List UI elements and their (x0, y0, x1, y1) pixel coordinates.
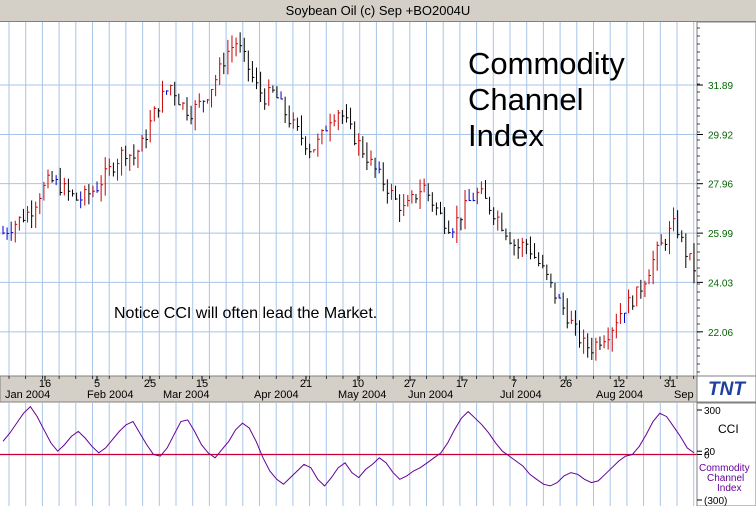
logo-text: TNT (708, 379, 746, 400)
x-day-label: 27 (404, 378, 416, 390)
price-grid (0, 22, 697, 376)
x-day-label: 7 (511, 378, 517, 390)
x-day-label: 25 (144, 378, 156, 390)
annotation-title-line-2: Channel (468, 82, 583, 117)
cci-ytick-label: (300) (704, 496, 727, 506)
annotation-title-line-1: Commodity (468, 46, 625, 81)
annotation-title-line-3: Index (468, 118, 544, 153)
cci-ytick-label: 0 (704, 451, 710, 462)
price-ytick-label: 24.03 (708, 278, 733, 289)
price-panel-bg (0, 22, 697, 376)
cci-label-long-1: Commodity (699, 463, 750, 474)
cci-y-axis: 300 200 (300) (697, 406, 727, 506)
chart-title: Soybean Oil (c) Sep +BO2004U (0, 0, 756, 22)
cci-label-short: CCI (718, 422, 739, 436)
price-axis-bg (696, 21, 756, 377)
price-ytick-label: 27.96 (708, 180, 733, 191)
x-day-label: 17 (456, 378, 468, 390)
x-month-label: Aug 2004 (596, 389, 643, 401)
cci-line (2, 405, 695, 487)
x-day-label: 16 (39, 378, 51, 390)
cci-axis-bg (696, 402, 756, 506)
price-ytick-label: 29.92 (708, 130, 733, 141)
x-day-label: 26 (560, 378, 572, 390)
x-month-label: Mar 2004 (163, 389, 209, 401)
annotation-note: Notice CCI will often lead the Market. (114, 305, 377, 322)
x-month-label: Jun 2004 (408, 389, 453, 401)
x-day-label: 15 (196, 378, 208, 390)
x-day-label: 21 (300, 378, 312, 390)
price-ytick-label: 25.99 (708, 229, 733, 240)
x-month-label: Jul 2004 (500, 389, 542, 401)
price-ytick-label: 22.06 (708, 328, 733, 339)
cci-label-long-2: Channel (707, 473, 744, 484)
cci-ytick-label: 300 (704, 406, 721, 417)
logo-bg (696, 375, 756, 403)
x-day-label: 12 (613, 378, 625, 390)
price-ytick-label: 31.89 (708, 81, 733, 92)
x-month-label: Jan 2004 (5, 389, 50, 401)
price-bars (2, 32, 696, 361)
price-y-axis: 31.89 29.92 27.96 25.99 24.03 22.06 (697, 27, 733, 373)
cci-ytick-label: 20 (704, 447, 716, 458)
x-month-label: Apr 2004 (254, 389, 299, 401)
x-day-label: 10 (352, 378, 364, 390)
x-day-label: 31 (664, 378, 676, 390)
x-month-label: Feb 2004 (87, 389, 133, 401)
x-month-label: Sep (674, 389, 694, 401)
cci-label-long-3: Index (717, 483, 741, 494)
x-month-label: May 2004 (338, 389, 386, 401)
x-axis-bg (0, 375, 698, 403)
x-day-label: 5 (94, 378, 100, 390)
x-axis: 16 5 25 15 21 10 27 17 7 26 12 31 Jan 2004 Feb 2004 Ma… (5, 376, 695, 401)
